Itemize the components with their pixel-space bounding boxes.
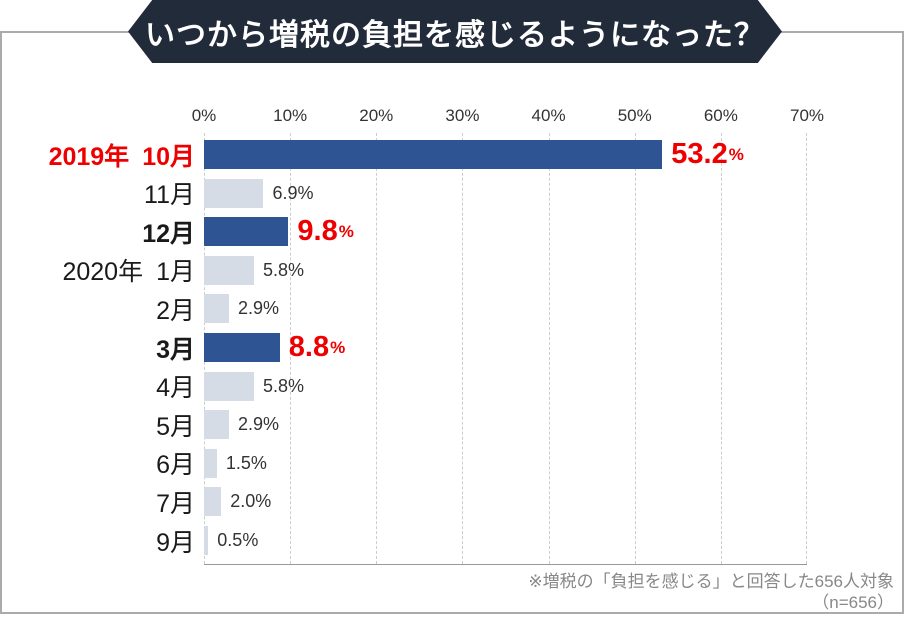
bar [204,487,222,517]
bar [204,448,217,478]
x-axis-tick-label: 30% [445,106,480,125]
value-label: 2.9% [237,298,279,319]
value-label: 6.9% [272,182,314,203]
value-number: 8.8 [288,331,330,363]
bar [204,410,229,440]
bar [204,371,254,401]
x-axis-tick-label: 20% [359,106,394,125]
x-axis-tick-label: 60% [703,106,738,125]
gridline [548,133,550,564]
value-label: 53.2% [671,137,744,172]
year-label: 2020年 [62,258,144,287]
bar [204,178,264,208]
x-axis-tick-label: 50% [617,106,652,125]
category-label: 7月 [0,483,195,520]
percent-sign: % [728,144,744,164]
percent-sign: % [338,221,354,241]
bar [204,255,254,285]
value-label: 1.5% [225,452,267,473]
value-label: 0.5% [217,530,259,550]
gridline [720,133,722,564]
value-number: 9.8 [297,215,338,248]
month-label: 7月 [156,489,195,518]
bar [204,333,280,362]
month-label: 1月 [156,258,195,287]
month-label: 3月 [156,335,195,364]
bar [204,294,229,324]
bar [204,217,289,247]
value-number: 53.2 [671,138,728,170]
category-label: 6月 [0,445,195,482]
month-label: 11月 [144,181,195,210]
value-label: 2.9% [237,414,279,435]
value-label: 2.0% [230,491,272,512]
gridline [376,133,378,564]
gridline [462,133,464,564]
year-label: 2019年 [48,142,130,171]
category-label: 3月 [0,329,195,366]
bar [204,526,209,555]
x-axis-tick-label: 0% [191,106,217,125]
gridline [806,133,807,564]
percent-sign: % [330,337,346,357]
page-title: いつから増税の負担を感じるようになった？ [145,18,765,52]
category-label: 12月 [0,213,195,250]
value-label: 5.8% [262,259,304,280]
x-axis-tick-label: 10% [273,106,308,125]
chart-frame [0,31,904,614]
month-label: 12月 [142,219,195,248]
footnote: ※増税の「負担を感じる」と回答した656人対象 （n=656） [528,571,894,614]
footnote-line-1: ※増税の「負担を感じる」と回答した656人対象 [528,571,894,591]
category-label: 2019年 10月 [0,136,195,173]
month-label: 6月 [156,451,195,480]
x-axis-tick-label: 70% [789,106,825,125]
title-banner: いつから増税の負担を感じるようになった？ [128,0,782,63]
gridline [290,133,292,564]
category-label: 5月 [0,406,195,443]
value-label: 5.8% [262,375,304,396]
category-label: 2020年 1月 [0,252,195,289]
x-axis-tick-label: 40% [531,106,566,125]
category-label: 11月 [0,175,195,212]
value-label: 9.8% [297,214,353,249]
month-label: 5月 [156,412,195,441]
month-label: 9月 [156,528,195,557]
value-label: 8.8% [289,330,345,365]
gridline [634,133,636,564]
bar [204,140,663,169]
category-label: 9月 [0,522,195,559]
month-label: 2月 [156,296,195,325]
footnote-line-2: （n=656） [812,592,894,612]
month-label: 10月 [142,142,195,171]
category-label: 4月 [0,368,195,405]
category-label: 2月 [0,290,195,327]
month-label: 4月 [156,374,195,403]
